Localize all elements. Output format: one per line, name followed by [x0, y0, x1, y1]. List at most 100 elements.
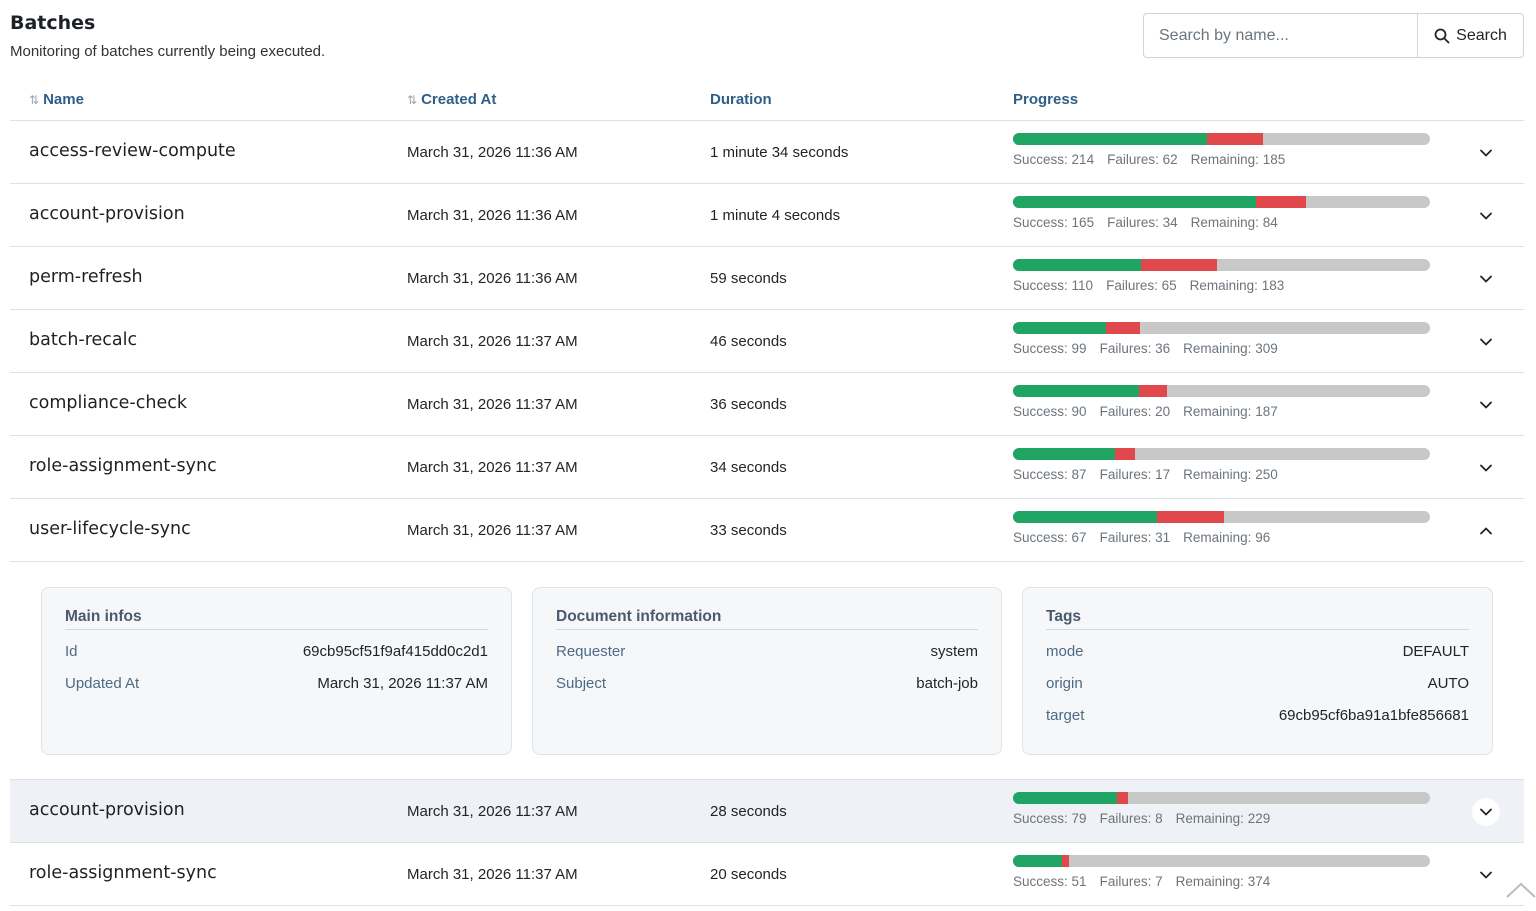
table-row[interactable]: account-provision March 31, 2026 11:37 A… [10, 780, 1524, 843]
scroll-top-icon[interactable] [1503, 873, 1536, 903]
tags-title: Tags [1046, 608, 1469, 630]
remaining-count: Remaining: 250 [1183, 467, 1278, 482]
batch-duration: 34 seconds [710, 459, 787, 476]
batch-name: role-assignment-sync [29, 456, 217, 476]
chevron-down-icon [1480, 401, 1492, 409]
progress-labels: Success: 165 Failures: 34 Remaining: 84 [1013, 215, 1278, 230]
detail-key: mode [1046, 643, 1084, 660]
table-row[interactable]: access-review-compute March 31, 2026 11:… [10, 121, 1524, 184]
page-subtitle: Monitoring of batches currently being ex… [10, 43, 326, 60]
progress-bar [1013, 385, 1430, 397]
progress-bar [1013, 196, 1430, 208]
batch-name: account-provision [29, 800, 185, 820]
sort-icon: ⇅ [29, 92, 40, 107]
detail-value: 69cb95cf51f9af415dd0c2d1 [302, 643, 488, 660]
table-row[interactable]: user-lifecycle-sync March 31, 2026 11:37… [10, 499, 1524, 562]
table-row[interactable]: role-assignment-sync March 31, 2026 11:3… [10, 436, 1524, 499]
success-count: Success: 67 [1013, 530, 1087, 545]
detail-item: origin AUTO [1046, 675, 1469, 692]
table-row[interactable]: account-provision March 31, 2026 11:36 A… [10, 184, 1524, 247]
failures-count: Failures: 62 [1107, 152, 1178, 167]
search-button[interactable]: Search [1418, 14, 1523, 57]
expand-toggle[interactable] [1472, 202, 1500, 230]
expand-toggle[interactable] [1472, 328, 1500, 356]
detail-value: 69cb95cf6ba91a1bfe856681 [1278, 707, 1469, 724]
success-count: Success: 165 [1013, 215, 1095, 230]
progress-labels: Success: 110 Failures: 65 Remaining: 183 [1013, 278, 1284, 293]
progress-bar [1013, 259, 1430, 271]
progress-labels: Success: 214 Failures: 62 Remaining: 185 [1013, 152, 1285, 167]
search-input[interactable] [1144, 14, 1418, 57]
expand-toggle[interactable] [1472, 798, 1500, 826]
progress-failure-segment [1206, 133, 1263, 145]
progress-labels: Success: 99 Failures: 36 Remaining: 309 [1013, 341, 1278, 356]
detail-key: origin [1046, 675, 1083, 692]
column-header-duration-label: Duration [710, 91, 772, 108]
progress-success-segment [1013, 133, 1207, 145]
batch-duration: 46 seconds [710, 333, 787, 350]
remaining-count: Remaining: 187 [1183, 404, 1278, 419]
column-header-progress: Progress [1013, 91, 1078, 108]
progress-success-segment [1013, 792, 1118, 804]
progress-bar [1013, 448, 1430, 460]
table-row[interactable]: compliance-check March 31, 2026 11:37 AM… [10, 373, 1524, 436]
success-count: Success: 90 [1013, 404, 1087, 419]
expand-toggle[interactable] [1472, 517, 1500, 545]
batch-duration: 20 seconds [710, 866, 787, 883]
column-header-duration: Duration [710, 91, 772, 108]
batch-duration: 28 seconds [710, 803, 787, 820]
main-infos-card: Main infos Id 69cb95cf51f9af415dd0c2d1 Upd… [41, 587, 512, 755]
remaining-count: Remaining: 185 [1190, 152, 1286, 167]
document-information-title: Document information [556, 608, 978, 630]
expand-toggle[interactable] [1472, 391, 1500, 419]
detail-item: target 69cb95cf6ba91a1bfe856681 [1046, 707, 1469, 724]
page-header: Batches Monitoring of batches currently … [10, 12, 325, 60]
batch-created-at: March 31, 2026 11:36 AM [407, 270, 578, 287]
progress-failure-segment [1105, 322, 1140, 334]
progress-labels: Success: 51 Failures: 7 Remaining: 374 [1013, 874, 1270, 889]
progress-failure-segment [1157, 511, 1224, 523]
table-row[interactable]: batch-recalc March 31, 2026 11:37 AM 46 … [10, 310, 1524, 373]
batch-created-at: March 31, 2026 11:37 AM [407, 396, 578, 413]
tags-card: Tags mode DEFAULT origin AUTO target 69cb95cf… [1022, 587, 1493, 755]
detail-value: batch-job [916, 675, 978, 692]
batch-created-at: March 31, 2026 11:37 AM [407, 459, 578, 476]
column-header-created-at[interactable]: ⇅ Created At [407, 91, 496, 108]
progress-success-segment [1013, 855, 1063, 867]
failures-count: Failures: 7 [1099, 874, 1163, 889]
success-count: Success: 87 [1013, 467, 1087, 482]
batch-details: Main infos Id 69cb95cf51f9af415dd0c2d1 Upd… [10, 562, 1524, 780]
table-row[interactable]: perm-refresh March 31, 2026 11:36 AM 59 … [10, 247, 1524, 310]
search-box: Search [1143, 13, 1524, 58]
progress-failure-segment [1117, 792, 1128, 804]
table-row[interactable]: role-assignment-sync March 31, 2026 11:3… [10, 843, 1524, 906]
batch-name: batch-recalc [29, 330, 138, 350]
chevron-down-icon [1480, 338, 1492, 346]
sort-icon: ⇅ [407, 92, 418, 107]
progress-bar [1013, 322, 1430, 334]
batch-duration: 1 minute 34 seconds [710, 144, 849, 161]
expand-toggle[interactable] [1472, 139, 1500, 167]
batch-name: role-assignment-sync [29, 863, 217, 883]
progress-success-segment [1013, 448, 1116, 460]
progress-failure-segment [1141, 259, 1217, 271]
expand-toggle[interactable] [1472, 861, 1500, 889]
detail-item: Requester system [556, 643, 978, 660]
batch-name: user-lifecycle-sync [29, 519, 191, 539]
expand-toggle[interactable] [1472, 454, 1500, 482]
batch-duration: 33 seconds [710, 522, 787, 539]
failures-count: Failures: 65 [1106, 278, 1177, 293]
detail-value: AUTO [1427, 675, 1469, 692]
detail-key: Requester [556, 643, 626, 660]
remaining-count: Remaining: 84 [1190, 215, 1278, 230]
batch-duration: 59 seconds [710, 270, 787, 287]
failures-count: Failures: 31 [1099, 530, 1171, 545]
search-icon [1434, 28, 1450, 43]
remaining-count: Remaining: 183 [1189, 278, 1285, 293]
column-header-name[interactable]: ⇅ Name [29, 91, 84, 108]
chevron-down-icon [1480, 808, 1492, 816]
chevron-down-icon [1480, 212, 1492, 220]
page-title: Batches [10, 12, 96, 34]
search-button-label: Search [1456, 26, 1507, 44]
expand-toggle[interactable] [1472, 265, 1500, 293]
